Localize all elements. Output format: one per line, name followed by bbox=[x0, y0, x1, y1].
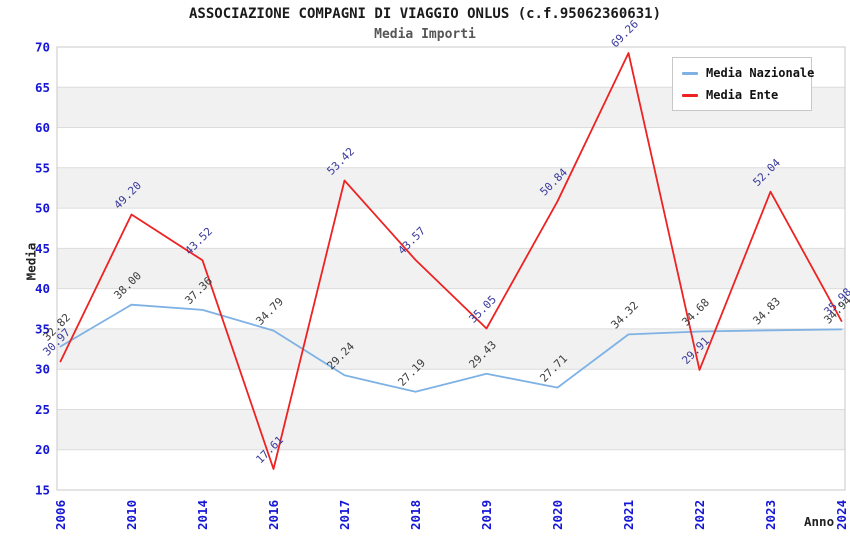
x-tick-label: 2020 bbox=[550, 500, 565, 530]
background-band bbox=[57, 409, 845, 450]
y-tick-label: 45 bbox=[35, 241, 50, 256]
y-tick-label: 55 bbox=[35, 160, 50, 175]
legend-item-media-ente: Media Ente bbox=[682, 88, 802, 102]
background-band bbox=[57, 248, 845, 289]
y-axis-title: Media bbox=[23, 242, 39, 281]
x-tick-label: 2018 bbox=[408, 500, 423, 530]
legend-label-media-ente: Media Ente bbox=[706, 88, 779, 102]
data-point-label: 34.32 bbox=[608, 299, 641, 332]
y-tick-label: 25 bbox=[35, 402, 50, 417]
legend: Media Nazionale Media Ente bbox=[672, 57, 814, 111]
background-band bbox=[57, 328, 845, 370]
data-point-label: 34.79 bbox=[253, 295, 286, 328]
x-tick-label: 2016 bbox=[266, 500, 281, 530]
y-tick-label: 30 bbox=[35, 362, 50, 377]
y-tick-label: 15 bbox=[35, 483, 50, 498]
chart-subtitle: Media Importi bbox=[374, 27, 476, 42]
media-nazionale-line-swatch-icon bbox=[682, 71, 698, 75]
x-axis-title: Anno bbox=[804, 514, 835, 529]
x-tick-label: 2019 bbox=[479, 500, 494, 530]
data-point-label: 35.05 bbox=[466, 293, 499, 326]
y-tick-label: 65 bbox=[35, 80, 50, 95]
x-tick-label: 2014 bbox=[195, 500, 210, 530]
chart-title: ASSOCIAZIONE COMPAGNI DI VIAGGIO ONLUS (… bbox=[188, 6, 661, 22]
x-tick-label: 2023 bbox=[763, 500, 778, 530]
x-tick-label: 2006 bbox=[53, 500, 68, 530]
y-tick-label: 60 bbox=[35, 120, 50, 135]
background-band bbox=[57, 167, 845, 209]
x-tick-label: 2017 bbox=[337, 500, 352, 530]
y-tick-label: 70 bbox=[35, 40, 50, 55]
y-tick-label: 50 bbox=[35, 201, 50, 216]
series-line-media-nazionale bbox=[59, 303, 843, 393]
x-tick-label: 2024 bbox=[834, 500, 849, 530]
legend-item-media-nazionale: Media Nazionale bbox=[682, 66, 814, 80]
y-tick-label: 35 bbox=[35, 321, 50, 336]
data-point-label: 34.83 bbox=[750, 295, 783, 328]
x-tick-label: 2021 bbox=[621, 500, 636, 530]
media-ente-line-swatch-icon bbox=[682, 93, 698, 97]
plot-border bbox=[56, 46, 846, 491]
data-point-label: 69.26 bbox=[608, 18, 641, 51]
series-line-media-ente bbox=[59, 52, 843, 470]
legend-label-media-nazionale: Media Nazionale bbox=[706, 66, 815, 80]
x-tick-label: 2010 bbox=[124, 500, 139, 530]
y-tick-label: 40 bbox=[35, 281, 50, 296]
x-tick-label: 2022 bbox=[692, 500, 707, 530]
y-tick-label: 20 bbox=[35, 442, 50, 457]
